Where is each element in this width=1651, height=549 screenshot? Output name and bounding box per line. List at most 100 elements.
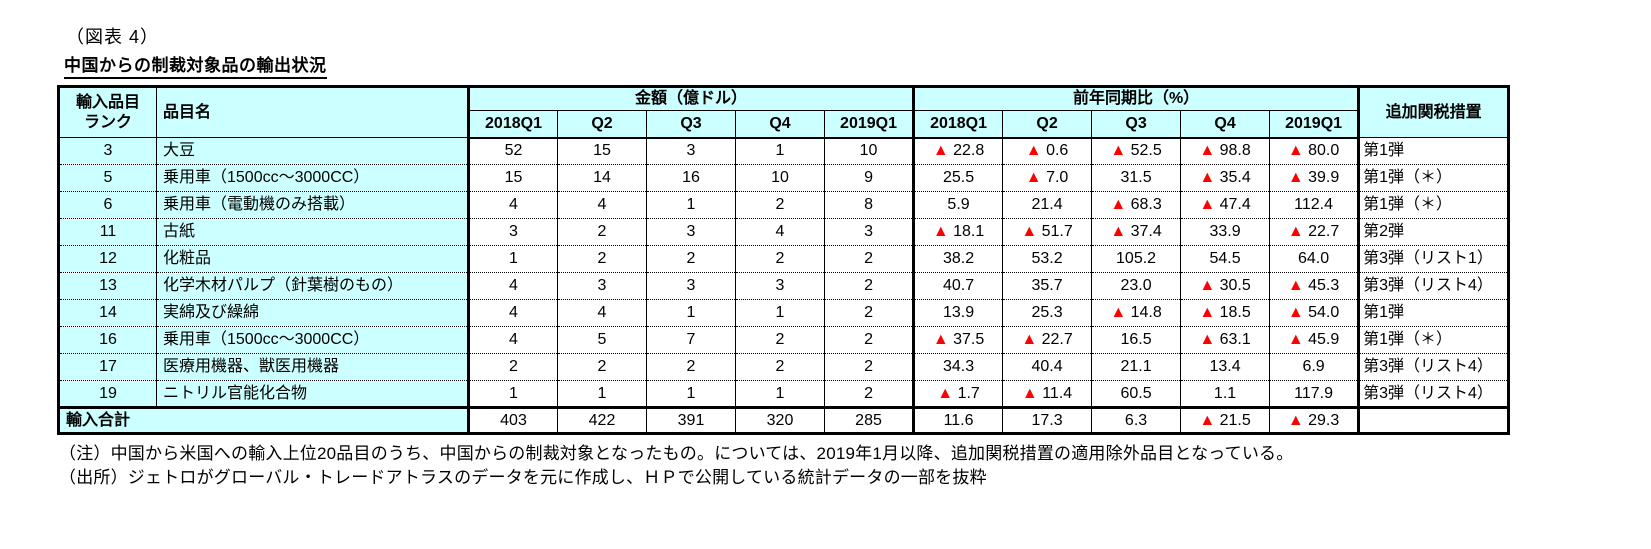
total-yoy-cell: 6.3 [1091,406,1182,434]
yoy-cell: ▲ 14.8 [1091,299,1182,327]
decline-triangle-icon: ▲ [1287,331,1304,348]
decline-triangle-icon: ▲ [1287,411,1304,429]
amount-cell: 2 [557,245,647,273]
group-header-row: 輸入品目 ランク 品目名 金額（億ドル） 前年同期比（%） 追加関税措置 [58,86,1510,138]
decline-triangle-icon: ▲ [1025,169,1042,186]
yoy-cell: 23.0 [1091,272,1182,300]
decline-triangle-icon: ▲ [1199,169,1216,186]
amount-cell: 2 [467,353,558,381]
amount-cell: 15 [467,164,558,192]
yoy-cell: 117.9 [1269,380,1360,408]
yoy-cell: 21.4 [1002,191,1093,219]
amount-cell: 1 [557,380,647,408]
table-header: 輸入品目 ランク 品目名 金額（億ドル） 前年同期比（%） 追加関税措置 2018… [58,86,1510,139]
figure-label: （図表 4） [66,27,160,47]
amount-cell: 4 [735,218,825,246]
rank-cell: 19 [58,380,157,408]
amount-cell: 2 [823,272,915,300]
decline-triangle-icon: ▲ [932,223,949,240]
header-amount-group: 金額（億ドル） [466,86,915,111]
total-amount-cell: 391 [646,406,736,434]
yoy-cell: ▲ 51.7 [1002,218,1093,246]
yoy-cell: 5.9 [912,191,1004,219]
table-row: 5 乗用車（1500cc～3000CC） 15 14 16 10 9 25.5 … [58,164,1510,192]
page-title: 中国からの制裁対象品の輸出状況 [64,51,327,79]
amount-cell: 3 [646,218,736,246]
amount-cell: 4 [467,299,558,327]
rank-cell: 12 [58,245,157,273]
tariff-cell: 第3弾（リスト1） [1357,245,1510,273]
amount-cell: 2 [735,191,825,219]
item-name-cell: 乗用車（電動機のみ搭載） [156,191,469,219]
tariff-cell: 第3弾（リスト4） [1357,353,1510,381]
yoy-cell: ▲ 68.3 [1091,191,1182,219]
amount-cell: 2 [823,353,915,381]
tariff-cell: 第1弾（＊） [1357,164,1510,192]
header-quarter: Q3 [646,110,736,139]
decline-triangle-icon: ▲ [1287,169,1304,186]
yoy-cell: 25.3 [1002,299,1093,327]
table-row: 19 ニトリル官能化合物 1 1 1 1 2 ▲ 1.7 ▲ 11.4 60.5… [58,380,1510,408]
yoy-cell: ▲ 52.5 [1091,137,1182,165]
tariff-cell: 第3弾（リスト4） [1357,380,1510,408]
yoy-cell: ▲ 22.7 [1002,326,1093,354]
tariff-cell: 第2弾 [1357,218,1510,246]
decline-triangle-icon: ▲ [1110,223,1127,240]
decline-triangle-icon: ▲ [1021,331,1038,348]
amount-cell: 1 [467,245,558,273]
rank-cell: 3 [58,137,157,165]
header-rank-line1: 輸入品目 [75,93,140,111]
total-amount-cell: 422 [557,406,647,434]
decline-triangle-icon: ▲ [1287,277,1304,294]
decline-triangle-icon: ▲ [1199,331,1216,348]
item-name-cell: ニトリル官能化合物 [156,380,469,408]
header-rank-line2: ランク [83,113,132,131]
amount-cell: 1 [735,137,825,165]
decline-triangle-icon: ▲ [1199,411,1216,429]
total-yoy-cell: ▲ 21.5 [1180,406,1271,434]
yoy-cell: 33.9 [1180,218,1271,246]
amount-cell: 15 [557,137,647,165]
decline-triangle-icon: ▲ [1025,142,1042,160]
yoy-cell: 31.5 [1091,164,1182,192]
amount-cell: 2 [823,299,915,327]
yoy-cell: 40.4 [1002,353,1093,381]
amount-cell: 2 [823,326,915,354]
amount-cell: 1 [735,299,825,327]
amount-cell: 2 [735,353,825,381]
tariff-cell: 第1弾 [1357,137,1510,165]
rank-cell: 13 [58,272,157,300]
amount-cell: 3 [646,137,736,165]
rank-cell: 16 [58,326,157,354]
yoy-cell: ▲ 45.9 [1269,326,1360,354]
decline-triangle-icon: ▲ [1287,304,1304,321]
yoy-cell: 105.2 [1091,245,1182,273]
header-quarter: Q3 [1091,110,1182,139]
rank-cell: 11 [58,218,157,246]
amount-cell: 9 [823,164,915,192]
total-tariff-cell [1357,406,1510,434]
yoy-cell: 6.9 [1269,353,1360,381]
amount-cell: 16 [646,164,736,192]
yoy-cell: ▲ 22.8 [912,137,1004,165]
decline-triangle-icon: ▲ [937,384,954,402]
table-row: 14 実綿及び繰綿 4 4 1 1 2 13.9 25.3 ▲ 14.8 ▲ 1… [58,299,1510,327]
yoy-cell: ▲ 37.5 [912,326,1004,354]
amount-cell: 1 [646,299,736,327]
decline-triangle-icon: ▲ [1199,277,1216,294]
decline-triangle-icon: ▲ [1110,142,1127,160]
amount-cell: 2 [823,245,915,273]
amount-cell: 1 [646,380,736,408]
table-body: 3 大豆 52 15 3 1 10 ▲ 22.8 ▲ 0.6 ▲ 52.5 ▲ … [58,137,1510,408]
table-row: 3 大豆 52 15 3 1 10 ▲ 22.8 ▲ 0.6 ▲ 52.5 ▲ … [58,137,1510,165]
decline-triangle-icon: ▲ [1110,304,1127,321]
decline-triangle-icon: ▲ [1110,196,1127,213]
total-row: 輸入合計 403 422 391 320 285 11.6 17.3 6.3 ▲… [58,406,1510,434]
amount-cell: 4 [557,191,647,219]
yoy-cell: 53.2 [1002,245,1093,273]
rank-cell: 14 [58,299,157,327]
header-item-name: 品目名 [156,86,469,138]
yoy-cell: 112.4 [1269,191,1360,219]
title-wrap: 中国からの制裁対象品の輸出状況 [64,51,1651,79]
sanctioned-exports-table: 輸入品目 ランク 品目名 金額（億ドル） 前年同期比（%） 追加関税措置 2018… [57,85,1511,435]
